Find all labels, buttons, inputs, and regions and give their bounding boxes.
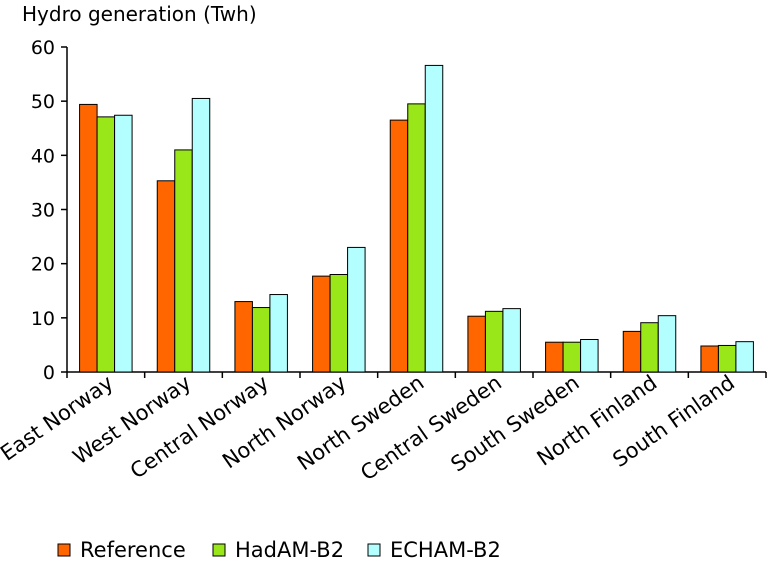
bar [269, 294, 288, 373]
y-axis-title: Hydro generation (Twh) [22, 2, 257, 26]
category-label: South Sweden [446, 370, 583, 476]
bar [329, 274, 349, 373]
bar [389, 119, 409, 373]
legend-label: Reference [80, 538, 186, 562]
bar [191, 97, 211, 373]
bar [96, 116, 116, 373]
bar [79, 103, 98, 373]
legend-label: HadAM-B2 [235, 538, 344, 562]
bar [312, 275, 331, 373]
bar [735, 341, 754, 373]
bar [467, 315, 486, 373]
bar [562, 341, 582, 373]
legend-swatch [212, 543, 226, 557]
bar [234, 301, 253, 373]
bars [79, 64, 754, 373]
y-tick-label: 10 [31, 308, 55, 330]
y-tick-label: 40 [31, 145, 55, 167]
category-label: Central Sweden [356, 370, 506, 485]
y-tick-label: 20 [31, 254, 55, 276]
bar [640, 322, 659, 373]
bar [424, 64, 444, 373]
bar [580, 339, 599, 373]
y-tick-label: 60 [31, 37, 55, 59]
bar [502, 308, 521, 373]
bar [251, 307, 271, 373]
legend: Reference HadAM-B2 ECHAM-B2 [57, 538, 501, 562]
y-tick-label: 0 [43, 362, 55, 384]
category-label: Central Norway [126, 370, 273, 483]
bar [622, 330, 642, 373]
legend-swatch [57, 543, 71, 557]
bar [174, 149, 193, 373]
bar [484, 310, 504, 373]
bar [156, 180, 176, 373]
bar [657, 315, 677, 373]
bar [114, 114, 133, 373]
legend-label: ECHAM-B2 [390, 538, 501, 562]
y-tick-label: 50 [31, 91, 55, 113]
bar [717, 344, 737, 373]
bar [545, 341, 564, 373]
bar [700, 345, 719, 373]
bar [347, 246, 366, 373]
legend-swatch [367, 543, 381, 557]
y-tick-labels: 0 10 20 30 40 50 60 [31, 37, 55, 384]
bar [407, 103, 426, 373]
y-tick-label: 30 [31, 200, 55, 222]
